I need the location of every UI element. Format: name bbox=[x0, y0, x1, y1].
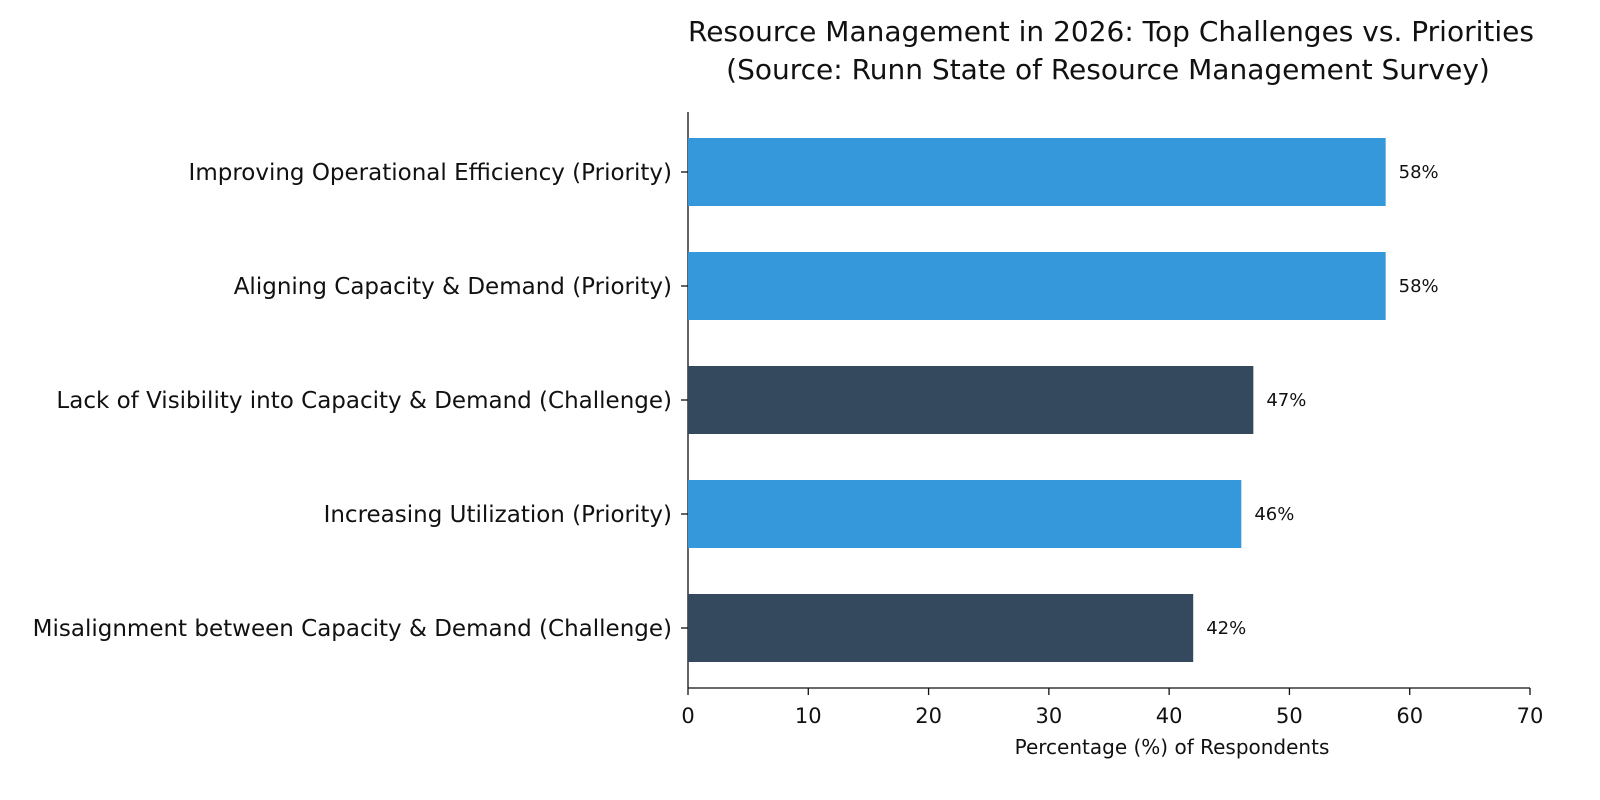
bar-priority bbox=[688, 138, 1386, 206]
x-tick-label: 50 bbox=[1276, 704, 1303, 728]
bar-priority bbox=[688, 252, 1386, 320]
category-label: Lack of Visibility into Capacity & Deman… bbox=[56, 388, 672, 414]
x-tick-label: 60 bbox=[1396, 704, 1423, 728]
value-label: 47% bbox=[1266, 390, 1306, 411]
bar-priority bbox=[688, 480, 1242, 548]
x-axis-title: Percentage (%) of Respondents bbox=[1015, 735, 1330, 759]
category-label: Aligning Capacity & Demand (Priority) bbox=[234, 274, 672, 300]
chart-title: Resource Management in 2026: Top Challen… bbox=[688, 15, 1534, 48]
x-tick-label: 40 bbox=[1156, 704, 1183, 728]
category-label: Improving Operational Efficiency (Priori… bbox=[189, 160, 672, 186]
bar-challenge bbox=[688, 366, 1254, 434]
axes: 0 10 20 30 40 50 60 70 Percentage (%) of Respond… bbox=[681, 112, 1543, 759]
value-label: 46% bbox=[1254, 504, 1294, 525]
bars bbox=[688, 138, 1386, 662]
x-tick-label: 70 bbox=[1517, 704, 1544, 728]
x-tick-label: 0 bbox=[681, 704, 694, 728]
x-tick-label: 20 bbox=[915, 704, 942, 728]
x-tick-label: 30 bbox=[1035, 704, 1062, 728]
category-label: Increasing Utilization (Priority) bbox=[324, 502, 672, 528]
chart-subtitle: (Source: Runn State of Resource Manageme… bbox=[726, 53, 1490, 86]
x-tick-label: 10 bbox=[795, 704, 822, 728]
value-label: 58% bbox=[1399, 276, 1439, 297]
value-label: 42% bbox=[1206, 618, 1246, 639]
value-label: 58% bbox=[1399, 162, 1439, 183]
bar-challenge bbox=[688, 594, 1194, 662]
labels: Improving Operational Efficiency (Priori… bbox=[33, 160, 1439, 642]
category-label: Misalignment between Capacity & Demand (… bbox=[33, 616, 672, 642]
